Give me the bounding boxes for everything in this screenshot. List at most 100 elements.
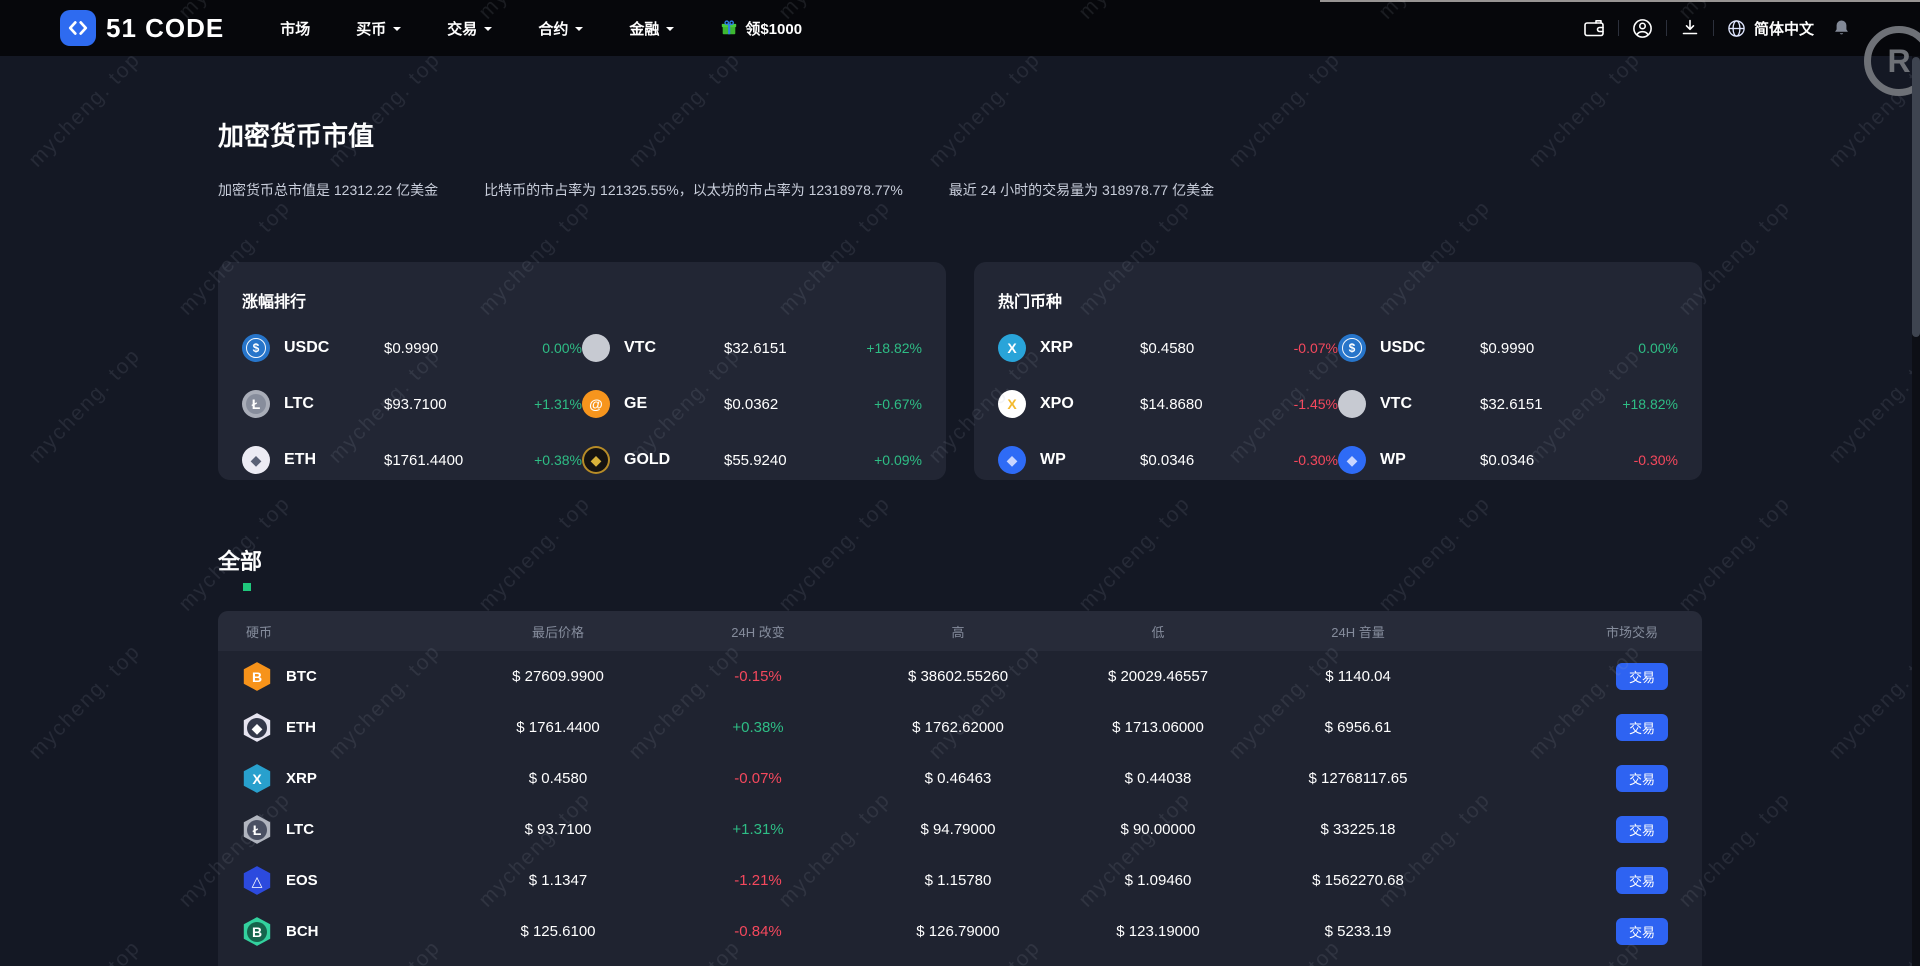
trade-cell: 交易	[1458, 816, 1702, 843]
coin-cell: B BTC	[218, 662, 458, 692]
coin-price: $55.9240	[724, 451, 787, 469]
panel-coin-row[interactable]: $ USDC $0.9990 0.00%	[242, 320, 582, 376]
chevron-down-icon	[666, 26, 675, 35]
coin-icon: ◆	[582, 446, 610, 474]
trade-cell: 交易	[1458, 663, 1702, 690]
coin-icon: B	[243, 662, 271, 691]
market-row[interactable]: △ EOS $ 1.1347 -1.21% $ 1.15780 $ 1.0946…	[218, 855, 1702, 906]
panel-coin-row[interactable]: @ GE $0.0362 +0.67%	[582, 376, 922, 432]
coin-symbol: USDC	[1380, 339, 1426, 356]
coin-icon: ◆	[998, 446, 1026, 474]
coin-icon: X	[998, 334, 1026, 362]
coin-cell: Ł LTC	[218, 815, 458, 845]
language-label: 简体中文	[1753, 20, 1814, 38]
panel-coin-row[interactable]: VTC $32.6151 +18.82%	[1338, 376, 1678, 432]
coin-change: +1.31%	[534, 396, 582, 412]
coin-price: $93.7100	[384, 395, 447, 413]
coin-icon	[1338, 390, 1366, 418]
table-header: 硬币 最后价格 24H 改变 高 低 24H 音量 市场交易	[218, 611, 1702, 651]
volume-cell: $ 33225.18	[1320, 821, 1396, 838]
market-row[interactable]: ◆ ETC $ 20.4364 -1.39% $ 20.43000 $ 19.5…	[218, 957, 1702, 966]
trade-cell: 交易	[1458, 765, 1702, 792]
download-icon[interactable]	[1680, 18, 1700, 38]
scrollbar-thumb[interactable]	[1912, 57, 1920, 337]
panel-title: 热门币种	[998, 294, 1063, 311]
registered-logo: R	[1864, 26, 1920, 96]
market-row[interactable]: ◆ ETH $ 1761.4400 +0.38% $ 1762.62000 $ …	[218, 702, 1702, 753]
nav-item-label: 合约	[538, 20, 569, 38]
profile-icon[interactable]	[1632, 18, 1653, 39]
panel-coin-row[interactable]: Ł LTC $93.7100 +1.31%	[242, 376, 582, 432]
volume-cell: $ 6956.61	[1324, 719, 1392, 736]
navbar-right: 简体中文	[1583, 18, 1920, 39]
last-price-cell: $ 93.7100	[524, 821, 592, 838]
volume-cell: $ 5233.19	[1324, 923, 1392, 940]
last-price-cell: $ 1.1347	[528, 872, 588, 889]
tab-all[interactable]: 全部	[218, 549, 263, 574]
coin-symbol: XPO	[1040, 395, 1074, 412]
nav-item[interactable]: 市场	[280, 18, 310, 39]
hot-coins-panel: 热门币种 X XRP $0.4580 -0.07% $ USDC $0.9990…	[974, 262, 1702, 480]
coin-symbol: GOLD	[624, 451, 671, 468]
scrollbar-track	[1912, 56, 1920, 966]
trade-button[interactable]: 交易	[1616, 918, 1668, 945]
coin-symbol: VTC	[1380, 395, 1412, 412]
watermark-text: mycheng. top	[1824, 344, 1920, 468]
header-24h-change: 24H 改变	[731, 624, 785, 640]
panel-coin-row[interactable]: ◆ WP $0.0346 -0.30%	[998, 432, 1338, 488]
change-cell: -0.15%	[734, 668, 782, 685]
coin-price: $14.8680	[1140, 395, 1203, 413]
brand-logo[interactable]: 51 CODE	[60, 10, 224, 46]
panel-coin-row[interactable]: X XRP $0.4580 -0.07%	[998, 320, 1338, 376]
main-nav: 市场 买币 交易 合约 金融 领$1000	[280, 18, 802, 39]
coin-cell: △ EOS	[218, 866, 458, 896]
market-row[interactable]: B BTC $ 27609.9900 -0.15% $ 38602.55260 …	[218, 651, 1702, 702]
coin-icon: Ł	[243, 815, 271, 844]
panel-coin-row[interactable]: X XPO $14.8680 -1.45%	[998, 376, 1338, 432]
nav-item[interactable]: 买币	[356, 18, 402, 39]
nav-item[interactable]: 交易	[447, 18, 493, 39]
last-price-cell: $ 27609.9900	[512, 668, 604, 685]
nav-item-label: 市场	[280, 20, 311, 38]
nav-bonus-button[interactable]: 领$1000	[720, 18, 802, 39]
header-24h-volume: 24H 音量	[1331, 624, 1385, 640]
coin-panels: 涨幅排行 $ USDC $0.9990 0.00% VTC $32.6151 +…	[218, 262, 1702, 480]
header-high: 高	[951, 624, 965, 640]
wallet-icon[interactable]	[1583, 18, 1605, 38]
coin-symbol: XRP	[286, 770, 317, 787]
coin-change: 0.00%	[542, 340, 582, 356]
trade-button[interactable]: 交易	[1616, 765, 1668, 792]
panel-coin-row[interactable]: ◆ WP $0.0346 -0.30%	[1338, 432, 1678, 488]
watermark-text: mycheng. top	[24, 936, 146, 966]
market-row[interactable]: B BCH $ 125.6100 -0.84% $ 126.79000 $ 12…	[218, 906, 1702, 957]
trade-button[interactable]: 交易	[1616, 816, 1668, 843]
watermark-text: mycheng. top	[1824, 640, 1920, 764]
header-low: 低	[1151, 624, 1165, 640]
main-content: 加密货币市值 加密货币总市值是 12312.22 亿美金 比特币的市占率为 12…	[218, 116, 1702, 966]
coin-symbol: XRP	[1040, 339, 1073, 356]
panel-coin-row[interactable]: ◆ GOLD $55.9240 +0.09%	[582, 432, 922, 488]
nav-item[interactable]: 合约	[538, 18, 584, 39]
market-row[interactable]: X XRP $ 0.4580 -0.07% $ 0.46463 $ 0.4403…	[218, 753, 1702, 804]
nav-item[interactable]: 金融	[629, 18, 675, 39]
panel-coin-row[interactable]: ◆ ETH $1761.4400 +0.38%	[242, 432, 582, 488]
panel-coin-row[interactable]: $ USDC $0.9990 0.00%	[1338, 320, 1678, 376]
coin-change: -0.30%	[1633, 452, 1678, 468]
navbar: 51 CODE 市场 买币 交易 合约 金融	[0, 0, 1920, 56]
panel-coin-row[interactable]: VTC $32.6151 +18.82%	[582, 320, 922, 376]
market-row[interactable]: Ł LTC $ 93.7100 +1.31% $ 94.79000 $ 90.0…	[218, 804, 1702, 855]
trade-button[interactable]: 交易	[1616, 714, 1668, 741]
coin-symbol: GE	[624, 395, 648, 412]
bell-icon[interactable]	[1833, 19, 1850, 37]
trade-button[interactable]: 交易	[1616, 663, 1668, 690]
watermark-text: mycheng. top	[1824, 936, 1920, 966]
nav-item-label: 买币	[356, 20, 387, 38]
coin-icon: B	[243, 917, 271, 946]
trade-cell: 交易	[1458, 918, 1702, 945]
language-selector[interactable]: 简体中文	[1727, 18, 1814, 39]
trade-button[interactable]: 交易	[1616, 867, 1668, 894]
coin-symbol: WP	[1380, 451, 1406, 468]
coin-change: +0.38%	[534, 452, 582, 468]
coin-icon: △	[243, 866, 271, 895]
low-cell: $ 1.09460	[1124, 872, 1192, 889]
